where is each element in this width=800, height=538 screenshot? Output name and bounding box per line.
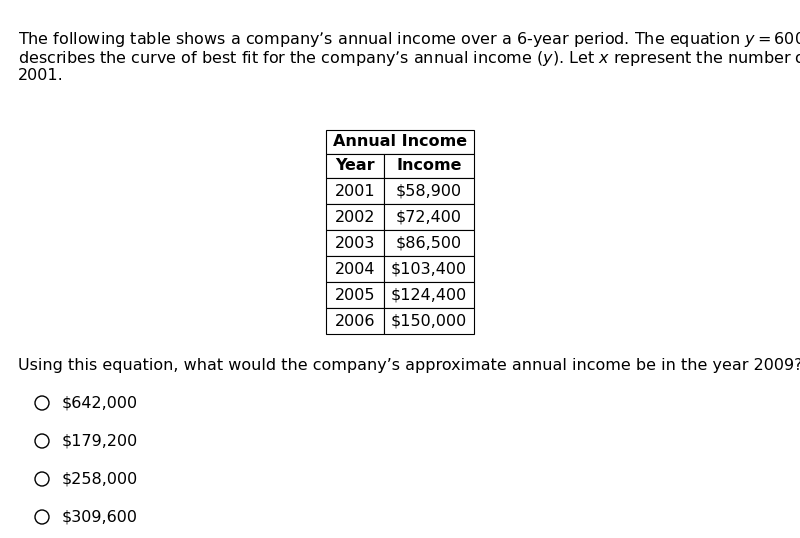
Bar <box>326 256 384 282</box>
Text: 2002: 2002 <box>334 209 375 224</box>
Text: describes the curve of best fit for the company’s annual income $(y)$. Let $x$ r: describes the curve of best fit for the … <box>18 49 800 68</box>
Text: Using this equation, what would the company’s approximate annual income be in th: Using this equation, what would the comp… <box>18 358 800 373</box>
Bar <box>326 204 384 230</box>
Text: 2001.: 2001. <box>18 68 64 83</box>
Bar <box>384 204 474 230</box>
Text: $258,000: $258,000 <box>62 471 138 486</box>
Text: $86,500: $86,500 <box>396 236 462 251</box>
Bar <box>326 230 384 256</box>
Bar <box>326 130 474 154</box>
Text: $179,200: $179,200 <box>62 434 138 449</box>
Text: $124,400: $124,400 <box>391 287 467 302</box>
Text: $58,900: $58,900 <box>396 183 462 199</box>
Bar <box>326 308 384 334</box>
Text: Annual Income: Annual Income <box>333 134 467 150</box>
Text: 2001: 2001 <box>334 183 375 199</box>
Bar <box>326 282 384 308</box>
Bar <box>384 308 474 334</box>
Bar <box>384 256 474 282</box>
Text: $103,400: $103,400 <box>391 261 467 277</box>
Text: 2004: 2004 <box>334 261 375 277</box>
Text: $309,600: $309,600 <box>62 509 138 525</box>
Bar <box>384 154 474 178</box>
Text: 2005: 2005 <box>334 287 375 302</box>
Text: The following table shows a company’s annual income over a 6-year period. The eq: The following table shows a company’s an… <box>18 30 800 49</box>
Text: 2003: 2003 <box>335 236 375 251</box>
Text: $72,400: $72,400 <box>396 209 462 224</box>
Text: Income: Income <box>396 159 462 173</box>
Bar <box>384 230 474 256</box>
Text: 2006: 2006 <box>334 314 375 329</box>
Bar <box>384 178 474 204</box>
Text: $150,000: $150,000 <box>391 314 467 329</box>
Bar <box>326 178 384 204</box>
Text: $642,000: $642,000 <box>62 395 138 410</box>
Bar <box>326 154 384 178</box>
Bar <box>384 282 474 308</box>
Text: Year: Year <box>335 159 375 173</box>
